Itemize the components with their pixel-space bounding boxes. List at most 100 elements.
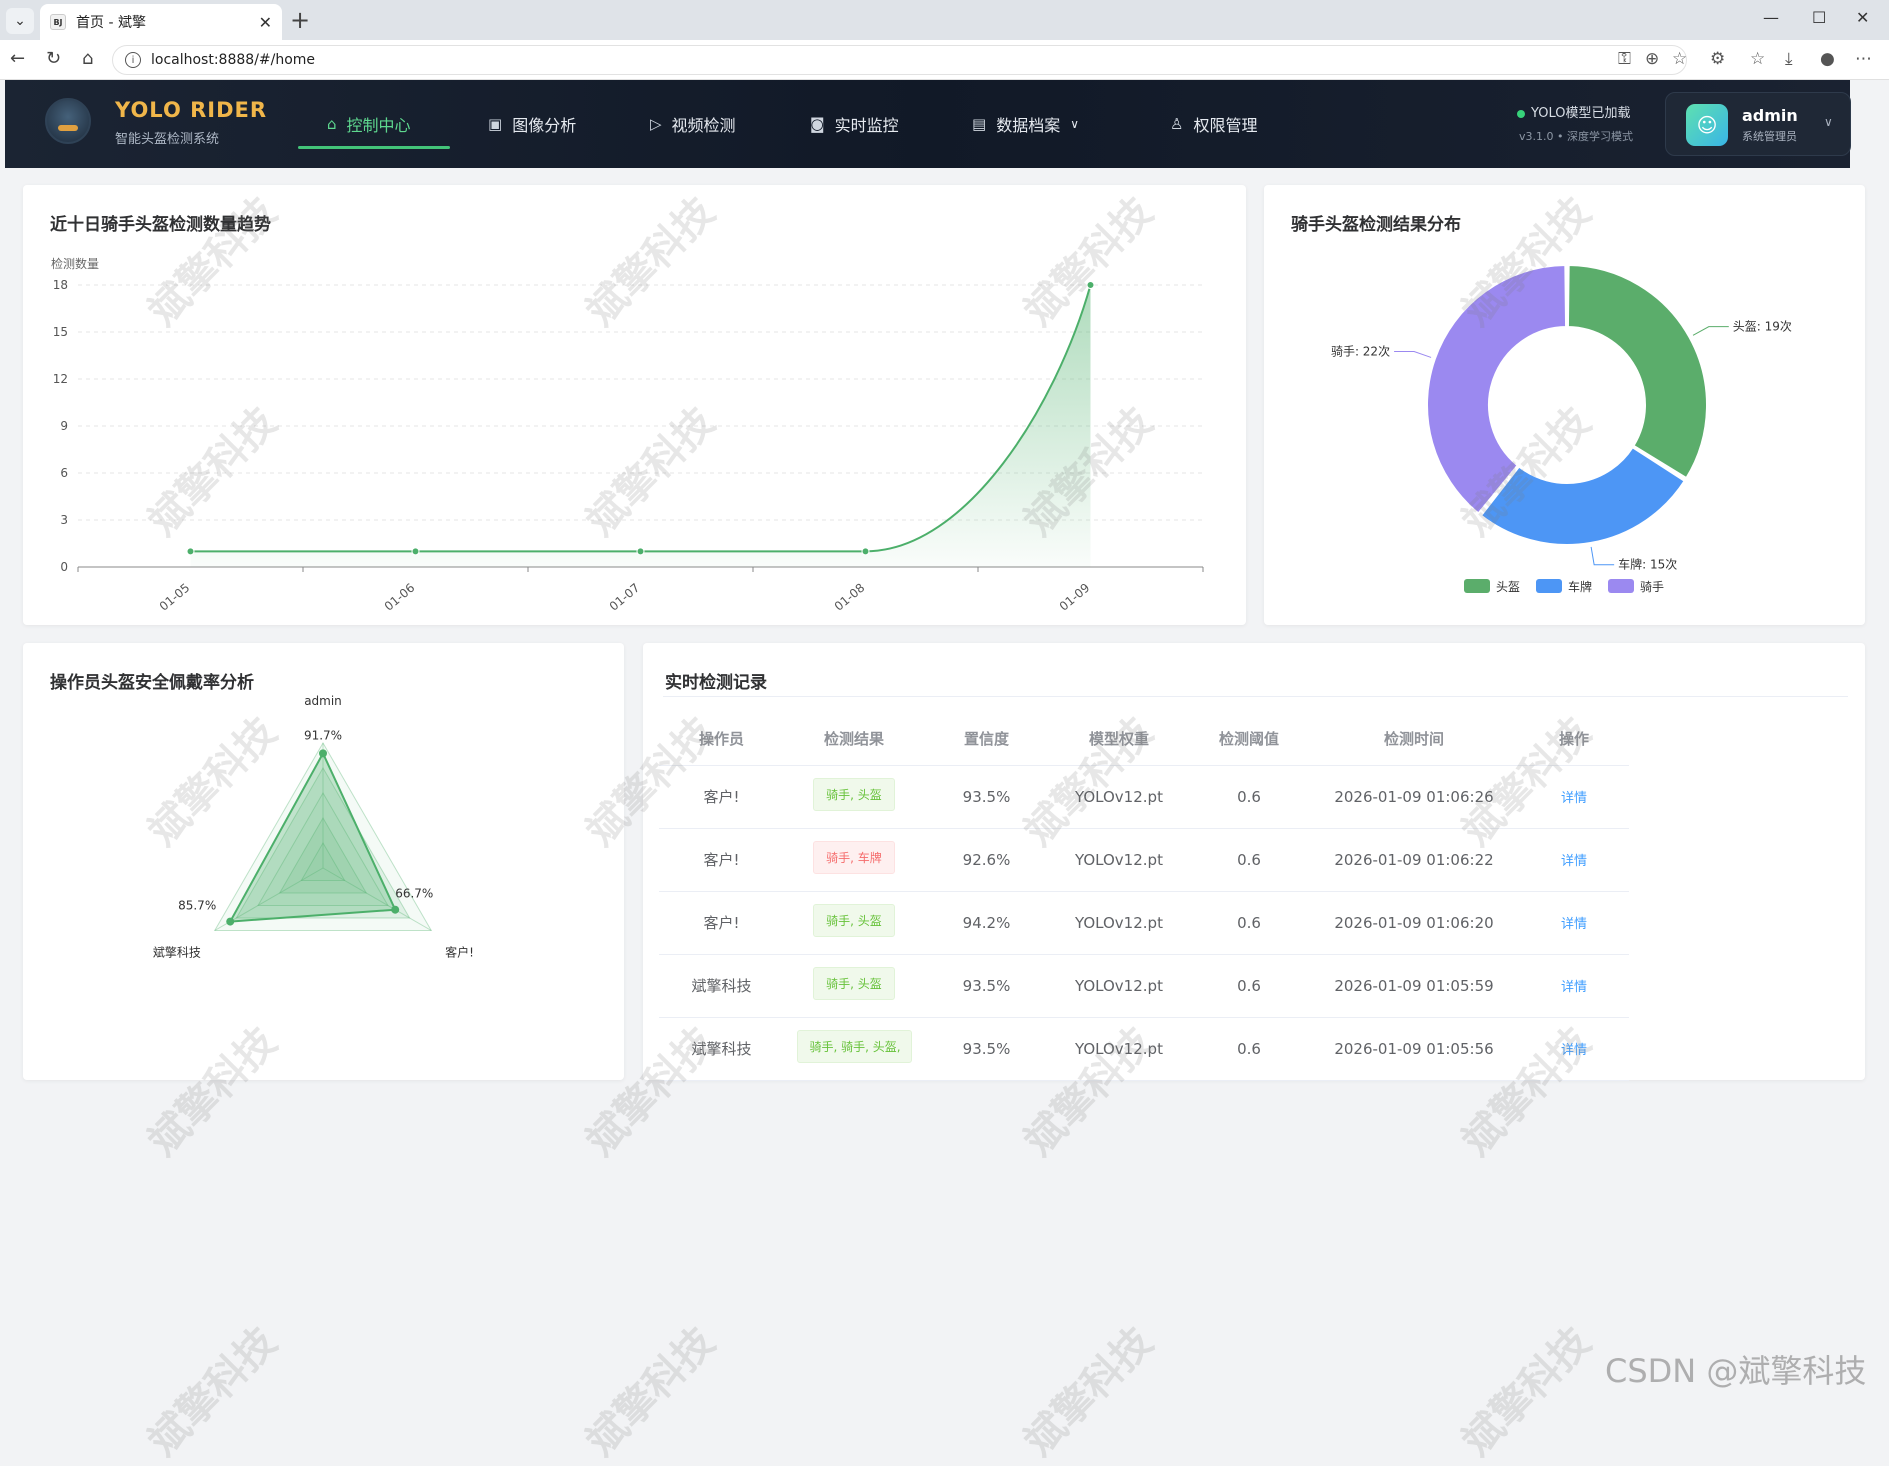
close-tab-icon[interactable]: ✕ [258,12,272,32]
maximize-icon[interactable]: ☐ [1812,8,1827,27]
user-menu[interactable]: ☺ admin 系统管理员 ∨ [1665,92,1851,156]
detail-link[interactable]: 详情 [1560,1043,1587,1058]
radar-point [319,749,327,758]
radar-value-label: 91.7% [304,728,342,742]
download-icon[interactable]: ⤓ [1785,49,1793,69]
nav-label: 视频检测 [671,116,736,135]
key-icon[interactable]: ⚿ [1618,49,1631,69]
detail-link[interactable]: 详情 [1560,980,1587,995]
operator-cell: 客户! [659,891,784,955]
confidence-cell: 93.5% [924,765,1049,829]
star-icon[interactable]: ☆ [1672,49,1688,69]
user-name: admin [1742,106,1798,125]
avatar-icon: ☺ [1686,104,1728,146]
time-cell: 2026-01-09 01:06:22 [1309,828,1519,892]
table-row: 客户! 骑手, 头盔 94.2% YOLOv12.pt 0.6 2026-01-… [659,891,1629,955]
nav-label: 权限管理 [1193,116,1258,135]
new-tab-button[interactable]: + [290,6,311,34]
label-leader-line [1394,350,1432,358]
footer-watermark: CSDN @斌擎科技 [1605,1352,1867,1390]
favorites-icon[interactable]: ☆ [1750,49,1766,69]
window-close-icon[interactable]: ✕ [1856,8,1870,27]
result-cell: 骑手, 骑手, 头盔, [784,1017,924,1081]
nav-dashboard[interactable]: ⌂ 控制中心 [327,80,411,168]
nav-image-analysis[interactable]: ▣ 图像分析 [488,80,576,168]
minimize-icon[interactable]: — [1763,8,1779,27]
nav-label: 控制中心 [346,116,411,135]
column-header: 操作 [1519,713,1629,766]
time-cell: 2026-01-09 01:06:20 [1309,891,1519,955]
radar-point [226,917,235,926]
data-point [636,547,645,556]
reload-icon[interactable]: ↻ [46,48,62,69]
result-cell: 骑手, 车牌 [784,828,924,892]
zoom-icon[interactable]: ⊕ [1645,49,1660,69]
radar-grid-ring [257,791,389,906]
trend-chart: 检测数量 0 3 6 9 12 15 18 01-05 01-06 01-07 01-08 01-09 [51,256,1204,614]
nav-video-detection[interactable]: ▷ 视频检测 [650,80,736,168]
result-cell: 骑手, 头盔 [784,891,924,955]
app-header: YOLO RIDER 智能头盔检测系统 ⌂ 控制中心 ▣ 图像分析 ▷ 视频检测… [5,80,1851,168]
trend-title: 近十日骑手头盔检测数量趋势 [50,215,271,235]
radar-axis [322,867,432,931]
model-cell: YOLOv12.pt [1049,1017,1189,1081]
trend-card: 近十日骑手头盔检测数量趋势 检测数量 0 3 6 9 12 15 18 01-05 01-06 01… [23,185,1246,625]
y-tick-label: 6 [60,466,68,480]
detail-link[interactable]: 详情 [1560,917,1587,932]
column-header: 检测阈值 [1189,713,1309,766]
detail-link[interactable]: 详情 [1560,854,1587,869]
threshold-cell: 0.6 [1189,891,1309,955]
browser-tab[interactable]: BJ 首页 - 斌擎 ✕ [40,4,282,40]
result-tag: 骑手, 车牌 [813,841,895,874]
confidence-cell: 93.5% [924,1017,1049,1081]
confidence-cell: 93.5% [924,954,1049,1018]
nav-realtime-monitor[interactable]: ◙ 实时监控 [810,80,899,168]
action-cell: 详情 [1519,765,1629,829]
divider [663,696,1848,697]
x-tick-label: 01-09 [1057,581,1093,614]
data-point [411,547,420,556]
home-nav-icon[interactable]: ⌂ [82,48,94,69]
play-icon: ▷ [650,115,662,133]
legend-label: 骑手 [1640,580,1664,594]
legend-label: 头盔 [1496,579,1520,594]
nav-permissions[interactable]: ♙ 权限管理 [1170,80,1257,168]
legend-swatch [1536,579,1562,593]
result-tag: 骑手, 头盔 [813,778,895,811]
radar-grid-ring [300,841,346,881]
more-icon[interactable]: ⋯ [1855,49,1872,69]
threshold-cell: 0.6 [1189,828,1309,892]
threshold-cell: 0.6 [1189,765,1309,829]
table-row: 斌擎科技 骑手, 骑手, 头盔, 93.5% YOLOv12.pt 0.6 20… [659,1017,1629,1081]
favicon-icon: BJ [50,14,66,30]
radar-axis-label: 客户! [445,945,474,960]
operator-cell: 斌擎科技 [659,1017,784,1081]
y-tick-label: 0 [60,560,68,574]
model-cell: YOLOv12.pt [1049,765,1189,829]
url-text: localhost:8888/#/home [151,52,316,68]
url-field[interactable]: i localhost:8888/#/home [112,45,1687,75]
extensions-icon[interactable]: ⚙ [1710,49,1726,69]
radar-grid-ring [235,766,411,919]
back-icon[interactable]: ← [10,48,26,69]
tab-list-button[interactable]: ⌄ [6,8,34,34]
nav-label: 图像分析 [512,116,577,135]
user-role: 系统管理员 [1742,130,1797,143]
legend-swatch [1464,579,1490,593]
nav-data-archive[interactable]: ▤ 数据档案 ∨ [972,80,1079,168]
legend-label: 车牌 [1568,579,1592,594]
detail-link[interactable]: 详情 [1560,791,1587,806]
model-cell: YOLOv12.pt [1049,828,1189,892]
result-tag: 骑手, 骑手, 头盔, [796,1030,912,1063]
watermark: 斌擎科技 [577,1318,724,1465]
pie-slice [1426,264,1568,515]
site-info-icon[interactable]: i [125,52,141,68]
radar-grid-ring [278,816,368,894]
x-tick-label: 01-07 [607,581,643,614]
profile-icon[interactable]: ● [1820,49,1835,69]
active-nav-indicator [298,146,450,149]
operator-cell: 客户! [659,828,784,892]
helmet-logo-icon [45,98,91,144]
label-leader-line [1590,546,1615,566]
trend-line [190,284,1092,553]
